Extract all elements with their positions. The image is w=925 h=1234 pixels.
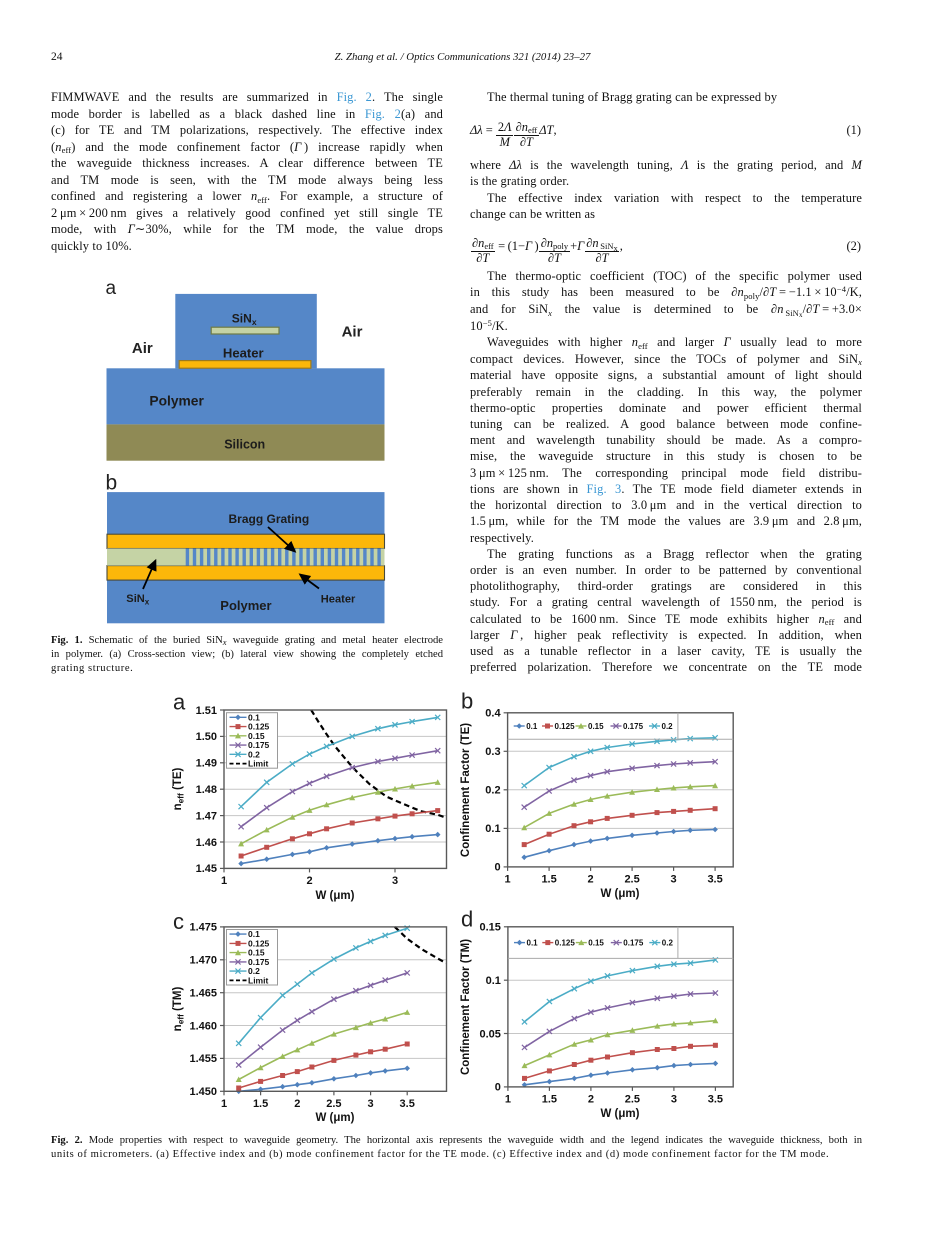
svg-text:Confinement Factor (TE): Confinement Factor (TE)	[460, 723, 472, 857]
svg-text:c: c	[173, 909, 184, 934]
svg-text:1.455: 1.455	[189, 1053, 217, 1065]
svg-text:0.1: 0.1	[486, 975, 501, 987]
svg-text:2: 2	[294, 1098, 300, 1110]
svg-text:1.5: 1.5	[541, 873, 556, 885]
svg-text:0.2: 0.2	[662, 938, 674, 947]
svg-text:0.175: 0.175	[248, 740, 270, 750]
svg-text:3.5: 3.5	[707, 873, 722, 885]
svg-text:d: d	[461, 907, 473, 932]
svg-text:0.125: 0.125	[555, 722, 576, 731]
svg-text:1.460: 1.460	[189, 1020, 217, 1032]
svg-text:1.50: 1.50	[196, 731, 217, 743]
svg-text:1.46: 1.46	[196, 837, 217, 849]
svg-text:0.15: 0.15	[248, 948, 265, 958]
svg-text:a: a	[106, 278, 117, 299]
svg-text:0.15: 0.15	[479, 922, 500, 934]
svg-text:2: 2	[306, 875, 312, 887]
svg-text:3.5: 3.5	[400, 1098, 415, 1110]
svg-text:Polymer: Polymer	[149, 394, 204, 409]
svg-text:2.5: 2.5	[625, 1093, 640, 1105]
svg-text:SiNx: SiNx	[232, 312, 257, 328]
svg-text:Air: Air	[132, 340, 153, 357]
svg-text:0.3: 0.3	[485, 746, 500, 758]
svg-text:0.15: 0.15	[588, 722, 604, 731]
svg-text:2: 2	[588, 873, 594, 885]
svg-text:W (μm): W (μm)	[316, 890, 355, 902]
svg-text:1.450: 1.450	[189, 1086, 217, 1098]
svg-text:0.1: 0.1	[248, 929, 260, 939]
svg-text:0.2: 0.2	[248, 966, 260, 976]
svg-text:neff (TE): neff (TE)	[172, 767, 186, 810]
svg-text:W (μm): W (μm)	[601, 888, 640, 900]
svg-text:0.125: 0.125	[248, 722, 270, 732]
svg-text:0.4: 0.4	[485, 708, 501, 720]
svg-text:2.5: 2.5	[624, 873, 639, 885]
svg-text:0.2: 0.2	[248, 749, 260, 759]
svg-text:1.465: 1.465	[189, 988, 217, 1000]
svg-text:0.1: 0.1	[248, 712, 260, 722]
svg-text:W (μm): W (μm)	[601, 1108, 640, 1120]
svg-text:1.49: 1.49	[196, 758, 217, 770]
svg-text:Silicon: Silicon	[224, 438, 265, 452]
svg-text:Confinement Factor (TM): Confinement Factor (TM)	[460, 939, 472, 1075]
svg-text:W (μm): W (μm)	[316, 1112, 355, 1124]
svg-text:2.5: 2.5	[326, 1098, 341, 1110]
svg-text:0.15: 0.15	[588, 938, 604, 947]
svg-text:Limit: Limit	[248, 759, 268, 769]
svg-text:2: 2	[588, 1093, 594, 1105]
svg-text:3: 3	[671, 873, 677, 885]
svg-text:0.2: 0.2	[662, 722, 674, 731]
svg-text:0.1: 0.1	[526, 722, 538, 731]
svg-text:Air: Air	[342, 324, 363, 341]
svg-text:3: 3	[368, 1098, 374, 1110]
svg-text:b: b	[106, 472, 118, 495]
svg-text:3.5: 3.5	[708, 1093, 723, 1105]
svg-text:3: 3	[392, 875, 398, 887]
svg-text:Limit: Limit	[248, 975, 268, 985]
svg-text:0.125: 0.125	[555, 938, 576, 947]
svg-text:1.5: 1.5	[542, 1093, 557, 1105]
svg-text:0: 0	[494, 862, 500, 874]
svg-text:1.47: 1.47	[196, 810, 217, 822]
svg-text:Heater: Heater	[223, 346, 264, 361]
svg-text:0: 0	[495, 1082, 501, 1094]
svg-text:1: 1	[505, 1093, 511, 1105]
svg-text:0.1: 0.1	[485, 823, 500, 835]
svg-text:0.175: 0.175	[248, 957, 270, 967]
svg-text:1: 1	[505, 873, 511, 885]
svg-text:Heater: Heater	[321, 594, 356, 606]
svg-text:0.2: 0.2	[485, 785, 500, 797]
svg-text:1.5: 1.5	[253, 1098, 268, 1110]
svg-text:1: 1	[221, 875, 227, 887]
svg-text:Polymer: Polymer	[220, 598, 271, 613]
svg-text:SiNx: SiNx	[126, 593, 150, 607]
svg-text:a: a	[173, 690, 186, 715]
svg-text:0.175: 0.175	[623, 938, 644, 947]
svg-text:1: 1	[221, 1098, 227, 1110]
svg-text:Bragg Grating: Bragg Grating	[229, 512, 310, 526]
svg-text:1.45: 1.45	[196, 863, 217, 875]
svg-text:b: b	[461, 689, 473, 714]
svg-text:0.1: 0.1	[527, 938, 539, 947]
svg-text:neff (TM): neff (TM)	[172, 987, 186, 1032]
svg-text:0.125: 0.125	[248, 938, 270, 948]
svg-text:1.51: 1.51	[196, 705, 217, 717]
svg-text:0.175: 0.175	[623, 722, 644, 731]
svg-text:3: 3	[671, 1093, 677, 1105]
svg-text:1.48: 1.48	[196, 784, 217, 796]
svg-text:0.15: 0.15	[248, 731, 265, 741]
svg-text:0.05: 0.05	[479, 1028, 500, 1040]
svg-text:1.475: 1.475	[189, 922, 217, 934]
svg-text:1.470: 1.470	[189, 955, 217, 967]
